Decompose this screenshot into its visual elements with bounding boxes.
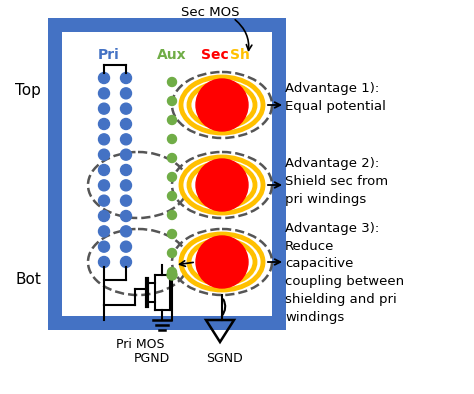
Circle shape: [167, 191, 176, 201]
Circle shape: [99, 103, 109, 114]
Circle shape: [99, 241, 109, 252]
Circle shape: [120, 134, 131, 145]
Circle shape: [99, 180, 109, 191]
Text: Shield sec from: Shield sec from: [285, 175, 388, 188]
Circle shape: [167, 210, 176, 219]
Circle shape: [167, 154, 176, 162]
Circle shape: [196, 236, 248, 288]
Ellipse shape: [189, 163, 255, 207]
Text: Advantage 2):: Advantage 2):: [285, 156, 379, 169]
Text: capacitive: capacitive: [285, 258, 354, 271]
Text: coupling between: coupling between: [285, 275, 404, 288]
Text: pri windings: pri windings: [285, 193, 366, 206]
Circle shape: [120, 210, 131, 221]
Text: SGND: SGND: [207, 351, 243, 364]
Ellipse shape: [172, 152, 272, 218]
Circle shape: [196, 79, 248, 131]
Ellipse shape: [181, 77, 263, 133]
Ellipse shape: [189, 240, 255, 284]
Ellipse shape: [189, 83, 255, 127]
Circle shape: [167, 249, 176, 258]
Circle shape: [120, 195, 131, 206]
Circle shape: [99, 256, 109, 268]
Circle shape: [167, 97, 176, 106]
Text: Bot: Bot: [15, 273, 41, 288]
Circle shape: [99, 72, 109, 84]
Text: Top: Top: [15, 82, 41, 97]
Text: PGND: PGND: [134, 351, 170, 364]
Ellipse shape: [172, 229, 272, 295]
Ellipse shape: [172, 72, 272, 138]
Text: Sh: Sh: [230, 48, 250, 62]
Circle shape: [99, 210, 109, 221]
Circle shape: [99, 119, 109, 130]
Ellipse shape: [181, 234, 263, 290]
Circle shape: [167, 134, 176, 143]
Circle shape: [120, 103, 131, 114]
Circle shape: [99, 226, 109, 237]
Text: Pri MOS: Pri MOS: [116, 338, 164, 351]
Text: windings: windings: [285, 312, 344, 325]
Text: Reduce: Reduce: [285, 240, 334, 253]
Circle shape: [167, 229, 176, 238]
Circle shape: [167, 115, 176, 125]
Circle shape: [99, 195, 109, 206]
Bar: [62, 32, 272, 316]
Circle shape: [99, 88, 109, 99]
Text: Advantage 3):: Advantage 3):: [285, 221, 379, 234]
Circle shape: [99, 165, 109, 175]
Circle shape: [120, 165, 131, 175]
Circle shape: [196, 159, 248, 211]
Text: Advantage 1):: Advantage 1):: [285, 82, 379, 95]
Text: shielding and pri: shielding and pri: [285, 294, 397, 307]
Circle shape: [167, 173, 176, 182]
Circle shape: [167, 268, 176, 277]
Text: Equal potential: Equal potential: [285, 100, 386, 113]
Circle shape: [167, 270, 177, 280]
Ellipse shape: [181, 157, 263, 213]
Circle shape: [120, 241, 131, 252]
Circle shape: [120, 88, 131, 99]
Circle shape: [120, 226, 131, 237]
Circle shape: [120, 180, 131, 191]
Circle shape: [120, 256, 131, 268]
Circle shape: [99, 149, 109, 160]
Circle shape: [99, 134, 109, 145]
Text: Sec: Sec: [201, 48, 229, 62]
Circle shape: [120, 149, 131, 160]
Circle shape: [167, 78, 176, 87]
Text: Aux: Aux: [157, 48, 187, 62]
Circle shape: [120, 72, 131, 84]
Text: Sec MOS: Sec MOS: [181, 6, 239, 19]
Text: Pri: Pri: [98, 48, 120, 62]
Circle shape: [120, 119, 131, 130]
Bar: [48, 18, 286, 330]
